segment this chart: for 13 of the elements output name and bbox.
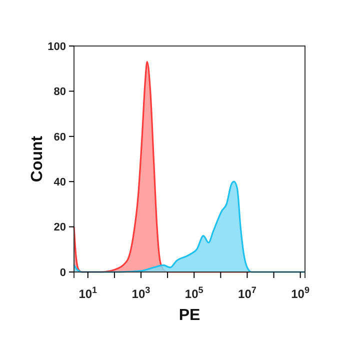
y-tick-label: 40 (54, 176, 66, 188)
y-tick-label: 80 (54, 86, 66, 98)
x-tick-label: 10$^{9}$ (291, 285, 310, 301)
x-tick-label: 10$^{5}$ (184, 285, 204, 301)
y-tick-label: 100 (48, 40, 66, 53)
y-tick-label: 60 (54, 131, 66, 144)
x-tick-label: 10$^{7}$ (238, 285, 256, 301)
x-axis-title: PE (178, 307, 200, 324)
y-tick-label: 0 (60, 266, 66, 279)
x-tick-label: 10$^{1}$ (78, 285, 98, 301)
x-tick-label: 10$^{3}$ (132, 285, 150, 301)
y-tick-label: 20 (54, 222, 66, 234)
y-axis-title: Count (29, 135, 46, 182)
